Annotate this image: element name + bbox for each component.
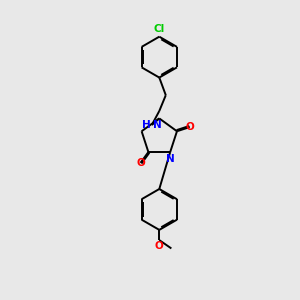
Text: N: N <box>153 120 161 130</box>
Text: N: N <box>166 154 175 164</box>
Text: O: O <box>136 158 145 168</box>
Text: O: O <box>155 241 164 251</box>
Text: H: H <box>142 120 151 130</box>
Text: Cl: Cl <box>154 25 165 34</box>
Text: O: O <box>185 122 194 132</box>
